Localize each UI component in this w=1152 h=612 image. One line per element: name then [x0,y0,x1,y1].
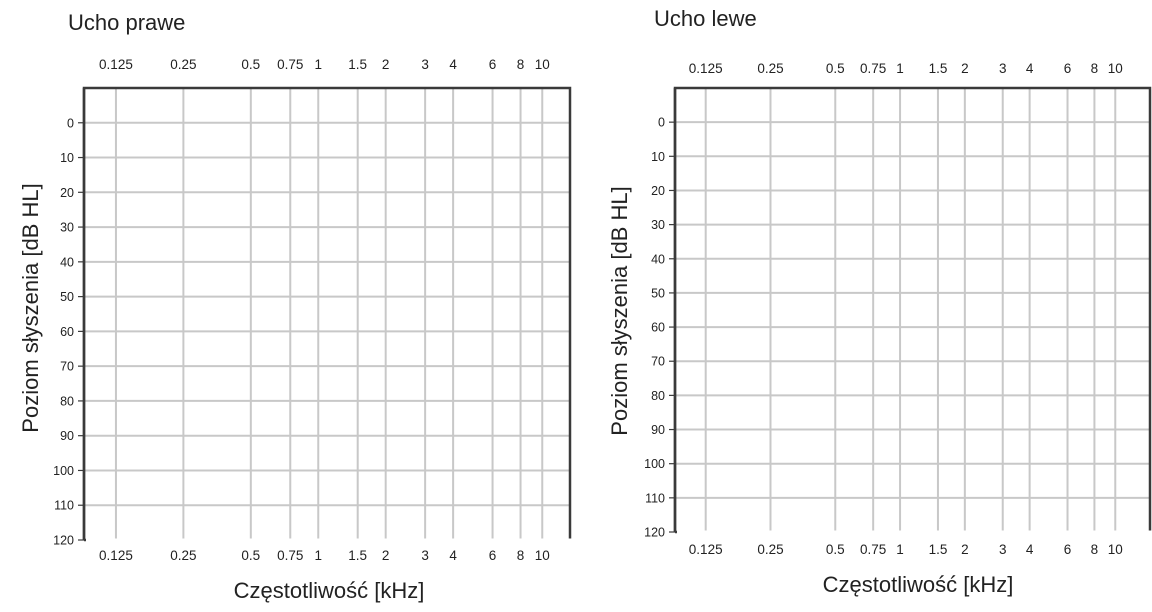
x-tick-label-top: 4 [1026,61,1034,76]
y-tick-label: 20 [60,186,74,200]
y-tick-label: 100 [53,464,74,478]
audiogram-right-ear: Ucho prawe Częstotliwość [kHz] Poziom sł… [18,10,572,603]
x-tick-label-top: 1.5 [929,61,948,76]
y-tick-label: 60 [651,321,665,335]
y-tick-label: 50 [651,286,665,300]
x-tick-label-bottom: 4 [1026,542,1034,557]
x-tick-label-top: 0.5 [241,57,260,72]
x-tick-label-top: 0.125 [689,61,723,76]
x-tick-label-bottom: 6 [1064,542,1072,557]
x-tick-label-bottom: 8 [1091,542,1099,557]
x-tick-label-top: 2 [382,57,390,72]
x-tick-label-bottom: 2 [382,548,390,563]
x-tick-label-top: 0.25 [757,61,783,76]
y-tick-label: 40 [651,252,665,266]
x-tick-label-bottom: 0.5 [241,548,260,563]
y-tick-label: 100 [644,457,665,471]
audiogram-left-ear: Ucho lewe Częstotliwość [kHz] Poziom sły… [607,6,1152,597]
y-tick-label: 110 [54,499,74,513]
plot-frame [82,86,572,542]
y-axis-label: Poziom słyszenia [dB HL] [18,183,43,432]
x-tick-label-top: 0.75 [860,61,886,76]
x-tick-label-top: 6 [1064,61,1072,76]
y-tick-label: 60 [60,325,74,339]
x-tick-label-bottom: 1.5 [929,542,948,557]
x-tick-label-bottom: 10 [535,548,550,563]
x-tick-label-top: 8 [1091,61,1099,76]
x-tick-label-top: 10 [1108,61,1123,76]
grid [84,88,570,541]
x-tick-label-bottom: 3 [421,548,429,563]
y-tick-label: 0 [658,116,665,130]
chart-title: Ucho lewe [654,6,757,31]
y-tick-label: 50 [60,290,74,304]
x-tick-label-top: 10 [535,57,550,72]
y-tick-label: 0 [67,116,74,130]
plot-frame [673,86,1152,534]
y-tick-label: 10 [651,150,665,164]
y-tick-label: 70 [60,360,74,374]
x-tick-label-bottom: 1 [896,542,904,557]
x-tick-label-top: 0.25 [170,57,196,72]
y-tick-label: 80 [60,394,74,408]
x-tick-label-bottom: 6 [489,548,497,563]
x-tick-label-bottom: 0.75 [277,548,303,563]
x-tick-label-bottom: 0.125 [689,542,723,557]
y-tick-label: 90 [60,429,74,443]
x-tick-label-bottom: 4 [449,548,457,563]
x-tick-label-bottom: 0.25 [170,548,196,563]
x-axis-label: Częstotliwość [kHz] [234,578,425,603]
x-tick-label-top: 8 [517,57,525,72]
y-tick-label: 20 [651,184,665,198]
x-axis-label: Częstotliwość [kHz] [823,572,1014,597]
x-tick-label-top: 3 [999,61,1007,76]
x-tick-label-bottom: 8 [517,548,525,563]
grid [675,88,1150,533]
y-tick-label: 70 [651,355,665,369]
chart-title: Ucho prawe [68,10,185,35]
y-tick-label: 10 [60,151,74,165]
x-tick-label-top: 0.5 [826,61,845,76]
x-tick-label-bottom: 1 [314,548,322,563]
y-tick-label: 90 [651,423,665,437]
x-tick-label-top: 2 [961,61,969,76]
ticks: 0.125 0.125 0.25 0.25 0.5 0.5 0.75 0.75 1 1 1.5 1.5… [644,61,1123,557]
x-tick-label-top: 6 [489,57,497,72]
ticks: 0.125 0.125 0.25 0.25 0.5 0.5 0.75 0.75 1 1 1.5 1.5… [53,57,550,563]
x-tick-label-top: 1.5 [348,57,367,72]
y-tick-label: 120 [53,534,74,548]
y-tick-label: 40 [60,255,74,269]
x-tick-label-top: 1 [314,57,322,72]
x-tick-label-bottom: 1.5 [348,548,367,563]
x-tick-label-top: 1 [896,61,904,76]
x-tick-label-top: 4 [449,57,457,72]
y-tick-label: 120 [644,526,665,540]
y-axis-label: Poziom słyszenia [dB HL] [607,186,632,435]
x-tick-label-bottom: 0.125 [99,548,133,563]
x-tick-label-bottom: 0.75 [860,542,886,557]
y-tick-label: 110 [645,491,665,505]
x-tick-label-bottom: 0.5 [826,542,845,557]
x-tick-label-top: 3 [421,57,429,72]
x-tick-label-bottom: 0.25 [757,542,783,557]
x-tick-label-bottom: 3 [999,542,1007,557]
x-tick-label-bottom: 2 [961,542,969,557]
x-tick-label-top: 0.75 [277,57,303,72]
y-tick-label: 80 [651,389,665,403]
x-tick-label-bottom: 10 [1108,542,1123,557]
y-tick-label: 30 [60,221,74,235]
x-tick-label-top: 0.125 [99,57,133,72]
y-tick-label: 30 [651,218,665,232]
